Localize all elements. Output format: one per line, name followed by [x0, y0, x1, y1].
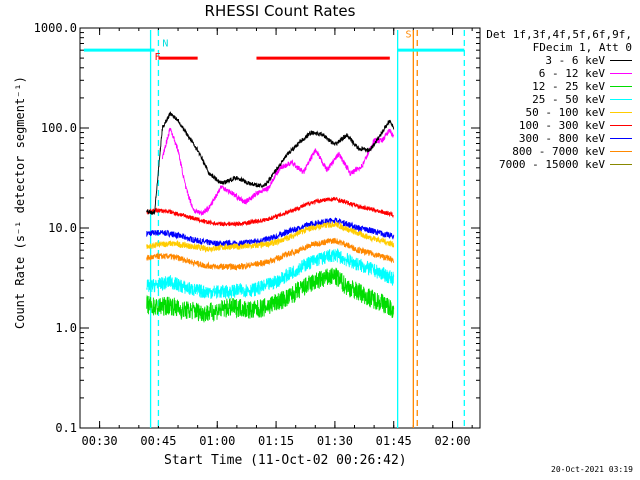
- legend-swatch: [610, 138, 632, 139]
- legend-swatch: [610, 112, 632, 113]
- legend-entry: 100 - 300 keV: [482, 119, 632, 132]
- y-axis-label: Count Rate (s⁻¹ detector segment⁻¹): [13, 76, 27, 329]
- legend-entry: 300 - 800 keV: [482, 132, 632, 145]
- legend-entry: 3 - 6 keV: [482, 54, 632, 67]
- x-tick-label: 01:45: [376, 434, 412, 448]
- y-tick-label: 0.1: [55, 421, 77, 435]
- plot-frame: [79, 27, 481, 429]
- legend-entry: 25 - 50 keV: [482, 93, 632, 106]
- series-line: [146, 237, 395, 271]
- x-tick-label: 00:45: [140, 434, 176, 448]
- x-tick-label: 01:15: [258, 434, 294, 448]
- flag-annotation: S: [405, 30, 411, 41]
- flag-annotation: N: [162, 39, 168, 50]
- legend-title-line-1: Det 1f,3f,4f,5f,6f,9f,: [486, 28, 632, 41]
- legend-label: 50 - 100 keV: [525, 106, 605, 119]
- legend-label: 6 - 12 keV: [538, 67, 605, 80]
- y-tick-label: 1000.0: [34, 21, 77, 35]
- legend-label: 25 - 50 keV: [532, 93, 605, 106]
- legend-title-line-2: FDecim 1, Att 0: [532, 41, 632, 54]
- legend: Det 1f,3f,4f,5f,6f,9f, FDecim 1, Att 0 3…: [482, 28, 632, 171]
- x-tick-label: 01:30: [317, 434, 353, 448]
- series-line: [146, 221, 395, 253]
- legend-label: 300 - 800 keV: [518, 132, 605, 145]
- legend-swatch: [610, 99, 632, 100]
- series-line: [146, 196, 394, 228]
- y-tick-label: 1.0: [55, 321, 77, 335]
- y-tick-label: 100.0: [41, 121, 77, 135]
- series-line: [146, 267, 395, 323]
- legend-swatch: [610, 125, 632, 126]
- chart-title: RHESSI Count Rates: [204, 2, 356, 20]
- legend-label: 7000 - 15000 keV: [499, 158, 605, 171]
- legend-entry: 6 - 12 keV: [482, 67, 632, 80]
- legend-entry: 7000 - 15000 keV: [482, 158, 632, 171]
- series-line: [146, 248, 395, 299]
- legend-swatch: [610, 73, 632, 74]
- x-tick-label: 02:00: [434, 434, 470, 448]
- x-axis-label: Start Time (11-Oct-02 00:26:42): [164, 453, 407, 468]
- flag-annotation: F: [155, 52, 161, 63]
- legend-label: 3 - 6 keV: [545, 54, 605, 67]
- legend-label: 12 - 25 keV: [532, 80, 605, 93]
- legend-swatch: [610, 86, 632, 87]
- series-line: [161, 127, 395, 216]
- legend-entry: 800 - 7000 keV: [482, 145, 632, 158]
- legend-swatch: [610, 164, 632, 165]
- series-line: [146, 111, 395, 216]
- legend-entry: 50 - 100 keV: [482, 106, 632, 119]
- legend-swatch: [610, 60, 632, 61]
- timestamp-footer: 20-Oct-2021 03:19: [551, 465, 633, 474]
- legend-swatch: [610, 151, 632, 152]
- legend-entry: 12 - 25 keV: [482, 80, 632, 93]
- legend-label: 100 - 300 keV: [518, 119, 605, 132]
- legend-label: 800 - 7000 keV: [512, 145, 605, 158]
- x-tick-label: 01:00: [199, 434, 235, 448]
- x-tick-label: 00:30: [82, 434, 118, 448]
- y-tick-label: 10.0: [48, 221, 77, 235]
